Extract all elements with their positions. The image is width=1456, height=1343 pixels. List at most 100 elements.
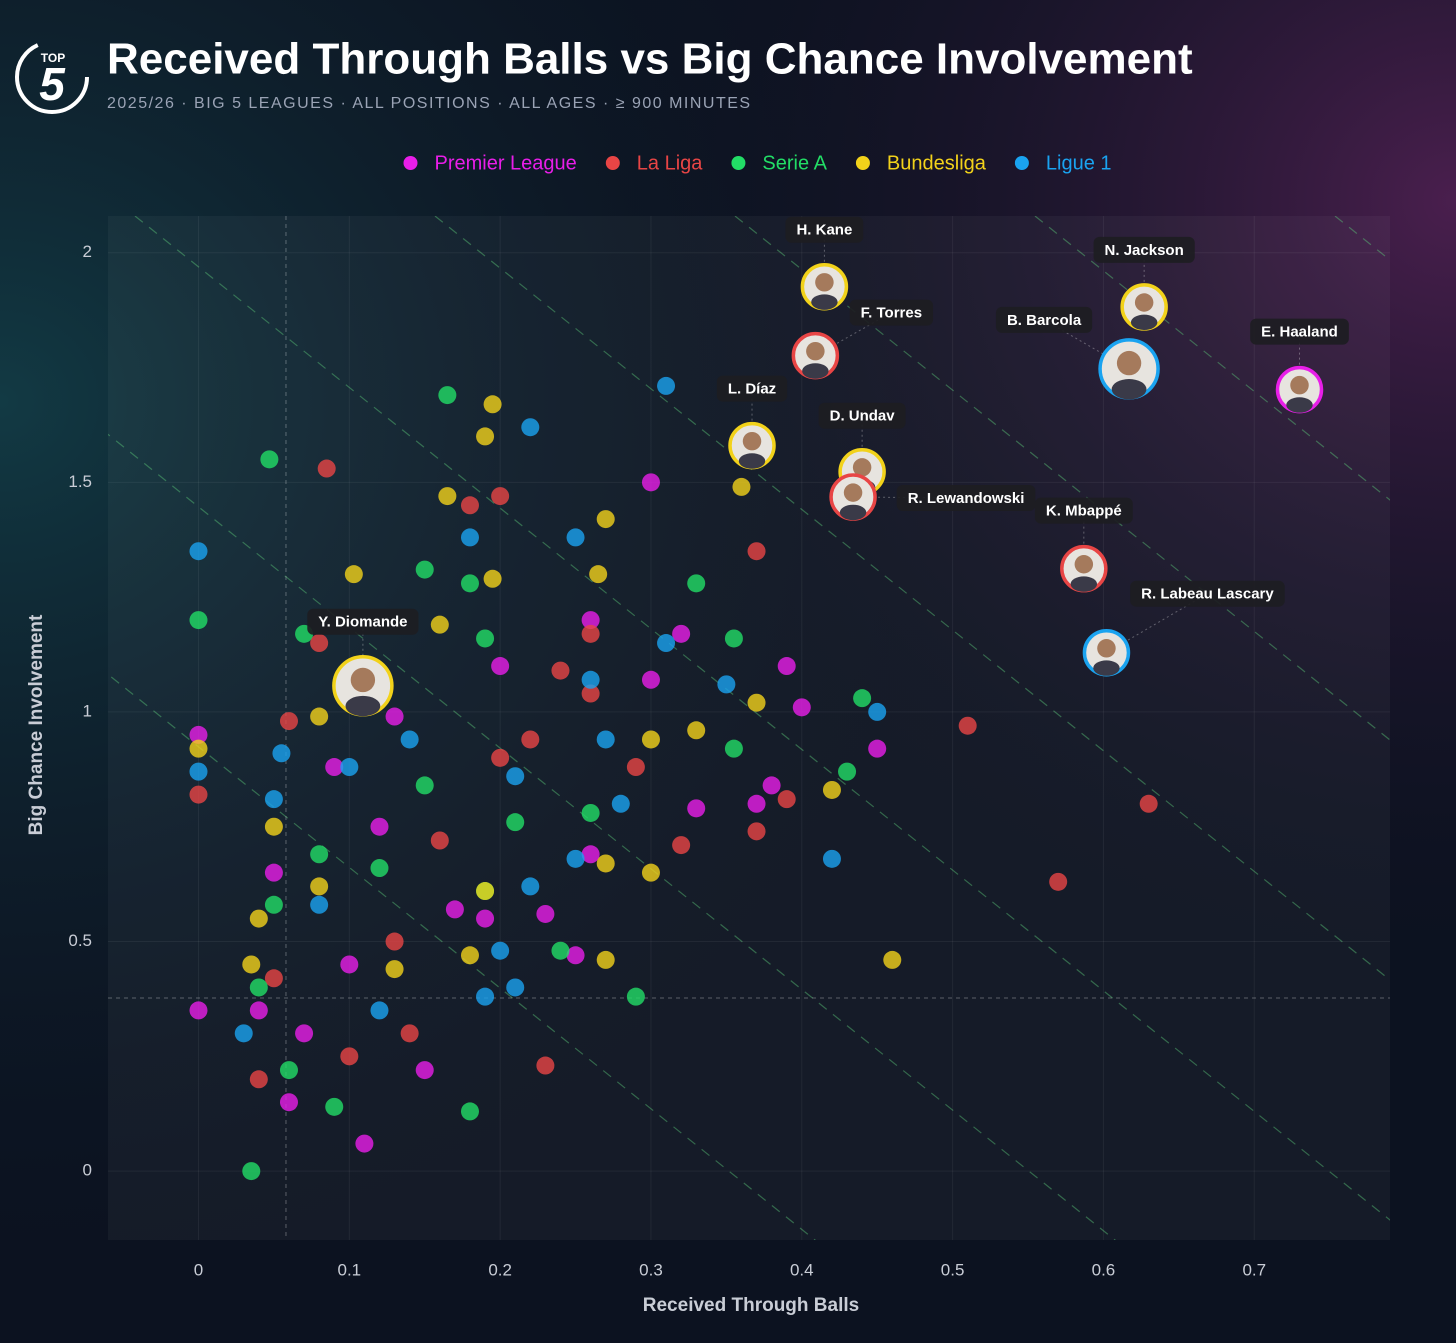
player-name: H. Kane (796, 222, 852, 239)
point (476, 427, 495, 446)
point (687, 721, 706, 740)
player-label: F. Torres (849, 299, 934, 326)
avatar-body (811, 294, 838, 310)
y-axis-title: Big Chance Involvement (26, 614, 47, 835)
point (868, 702, 887, 721)
label-background (1093, 236, 1195, 263)
player-label: R. Labeau Lascary (1130, 580, 1285, 607)
point (310, 845, 329, 864)
avatar-head (843, 483, 863, 502)
point (189, 762, 208, 781)
point (732, 477, 751, 496)
point (853, 689, 872, 708)
point (279, 1061, 298, 1080)
avatar-head (1074, 555, 1094, 574)
player-label: L. Díaz (716, 375, 788, 402)
avatar-head (1134, 293, 1154, 312)
label-background (849, 299, 934, 326)
point (491, 487, 510, 506)
avatar-head (1116, 350, 1142, 376)
x-tick-label: 0 (194, 1260, 203, 1279)
label-background (307, 608, 419, 635)
point (491, 657, 510, 676)
player-label: E. Haaland (1250, 318, 1349, 345)
player-label: H. Kane (785, 216, 864, 243)
point (1049, 872, 1068, 891)
y-tick-label: 1.5 (68, 472, 92, 491)
point (438, 386, 457, 405)
logo-top: TOP (41, 51, 65, 65)
point (521, 418, 540, 437)
avatar-body (738, 453, 766, 469)
y-tick-label: 1 (83, 701, 92, 720)
point (385, 707, 404, 726)
legend-label: Ligue 1 (1046, 152, 1112, 174)
point (589, 565, 608, 584)
x-tick-label: 0.1 (337, 1260, 361, 1279)
point (310, 634, 329, 653)
guides (108, 216, 1390, 1240)
x-tick-label: 0.2 (488, 1260, 512, 1279)
point (264, 895, 283, 914)
point (536, 904, 555, 923)
point (581, 624, 600, 643)
point (596, 854, 615, 873)
point (566, 849, 585, 868)
point (792, 698, 811, 717)
diagonal-guide (108, 433, 1116, 1240)
point (242, 955, 261, 974)
player-name: D. Undav (830, 408, 896, 425)
point (868, 739, 887, 758)
avatar-head (852, 458, 872, 477)
legend-label: Premier League (434, 152, 576, 174)
avatar-body (1093, 660, 1120, 676)
point (958, 716, 977, 735)
point (340, 758, 359, 777)
point (264, 817, 283, 836)
player-label: B. Barcola (995, 306, 1093, 333)
avatar-body (345, 695, 381, 717)
point (400, 730, 419, 749)
point (355, 1134, 374, 1153)
logo: TOP 5 (15, 40, 89, 114)
point (325, 1097, 344, 1116)
point (626, 758, 645, 777)
point (385, 932, 404, 951)
point (491, 941, 510, 960)
point (672, 624, 691, 643)
player-label: Y. Diomande (307, 608, 419, 635)
point (506, 813, 525, 832)
point (445, 900, 464, 919)
point (279, 712, 298, 731)
player-label: R. Lewandowski (896, 485, 1036, 512)
point (340, 1047, 359, 1066)
point (657, 376, 676, 395)
point (506, 767, 525, 786)
point (189, 725, 208, 744)
point (747, 822, 766, 841)
x-tick-label: 0.4 (790, 1260, 814, 1279)
point (641, 473, 660, 492)
point (717, 675, 736, 694)
point (566, 528, 585, 547)
point (249, 909, 268, 928)
point (310, 877, 329, 896)
point (838, 762, 857, 781)
point (822, 780, 841, 799)
legend-marker (1014, 156, 1029, 170)
avatar-head (1290, 375, 1309, 395)
point (657, 634, 676, 653)
x-tick-label: 0.3 (639, 1260, 663, 1279)
point (295, 1024, 314, 1043)
point (476, 882, 495, 901)
point (777, 790, 796, 809)
point (747, 693, 766, 712)
point (777, 657, 796, 676)
point (415, 560, 434, 579)
point (430, 615, 449, 634)
point (249, 1070, 268, 1089)
point (234, 1024, 253, 1043)
point (762, 776, 781, 795)
point (249, 1001, 268, 1020)
